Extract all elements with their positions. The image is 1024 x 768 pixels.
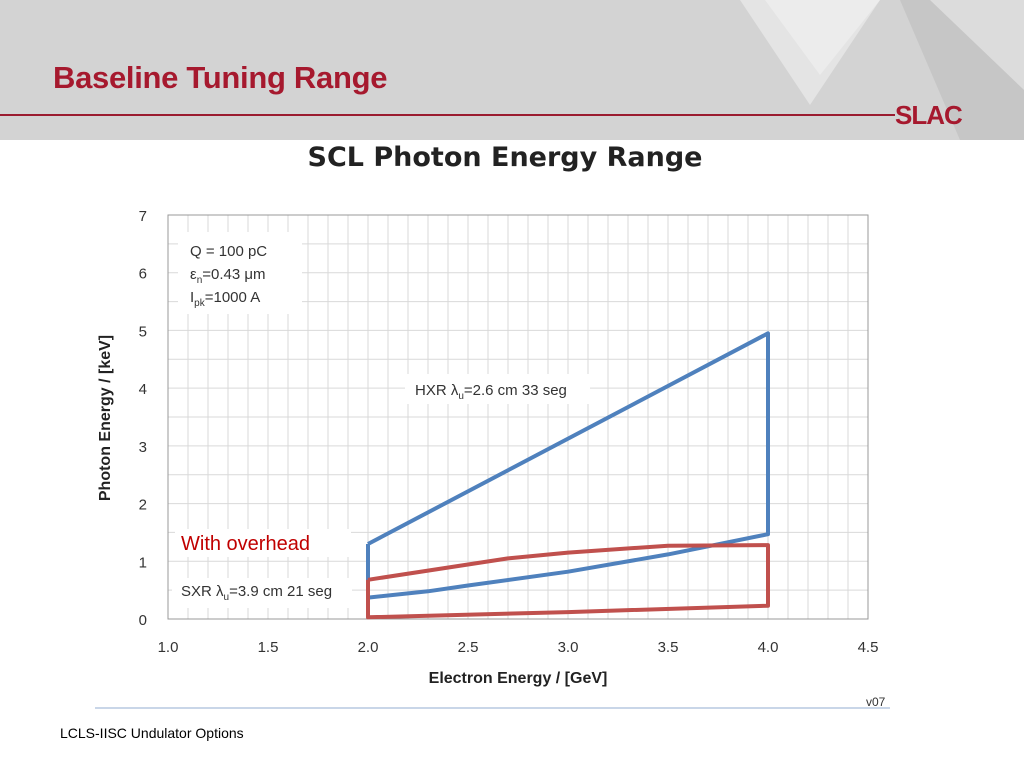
series-layer (366, 331, 770, 620)
y-tick-labels: 0 1 2 3 4 5 6 7 (139, 208, 147, 629)
slide-title: Baseline Tuning Range (53, 60, 388, 95)
overhead-label-bg (175, 529, 351, 557)
series-hxr-line (366, 331, 770, 600)
y-tick-label: 6 (139, 266, 147, 283)
x-tick-label: 1.0 (158, 639, 179, 656)
overhead-label: With overhead (181, 533, 310, 555)
x-tick-label: 4.0 (758, 639, 779, 656)
param-emittance: εn=0.43 μm (190, 266, 266, 286)
footer-text: LCLS-IISC Undulator Options (60, 725, 244, 741)
y-tick-label: 1 (139, 554, 147, 571)
x-tick-label: 4.5 (858, 639, 879, 656)
svg-text:HXR λu=2.6 cm 33 seg: HXR λu=2.6 cm 33 seg (415, 382, 567, 402)
y-tick-label: 7 (139, 208, 147, 225)
y-tick-label: 0 (139, 612, 147, 629)
header-decoration (740, 0, 1024, 140)
header-rule (0, 114, 895, 116)
x-tick-label: 2.5 (458, 639, 479, 656)
chart-title: SCL Photon Energy Range (308, 142, 703, 173)
slac-logo: SLAC (895, 100, 963, 130)
x-tick-label: 1.5 (258, 639, 279, 656)
params-box: Q = 100 pC εn=0.43 μm Ipk=1000 A (178, 232, 302, 314)
y-tick-label: 2 (139, 497, 147, 514)
x-axis-label: Electron Energy / [GeV] (429, 670, 608, 687)
x-tick-label: 2.0 (358, 639, 379, 656)
hxr-label: HXR λu=2.6 cm 33 seg (405, 374, 590, 404)
series-sxr-line (366, 543, 770, 620)
y-axis-label: Photon Energy / [keV] (97, 335, 114, 501)
sxr-label: SXR λu=3.9 cm 21 seg (172, 578, 352, 608)
param-charge: Q = 100 pC (190, 243, 267, 260)
y-tick-label: 5 (139, 323, 147, 340)
y-tick-label: 3 (139, 439, 147, 456)
svg-text:SXR λu=3.9 cm 21 seg: SXR λu=3.9 cm 21 seg (181, 583, 332, 603)
param-peak-current: Ipk=1000 A (190, 289, 260, 309)
x-tick-label: 3.0 (558, 639, 579, 656)
x-tick-labels: 1.0 1.5 2.0 2.5 3.0 3.5 4.0 4.5 (158, 639, 879, 656)
plot-frame (167, 214, 869, 620)
x-tick-label: 3.5 (658, 639, 679, 656)
version-label: v07 (866, 695, 886, 709)
y-tick-label: 4 (139, 381, 147, 398)
